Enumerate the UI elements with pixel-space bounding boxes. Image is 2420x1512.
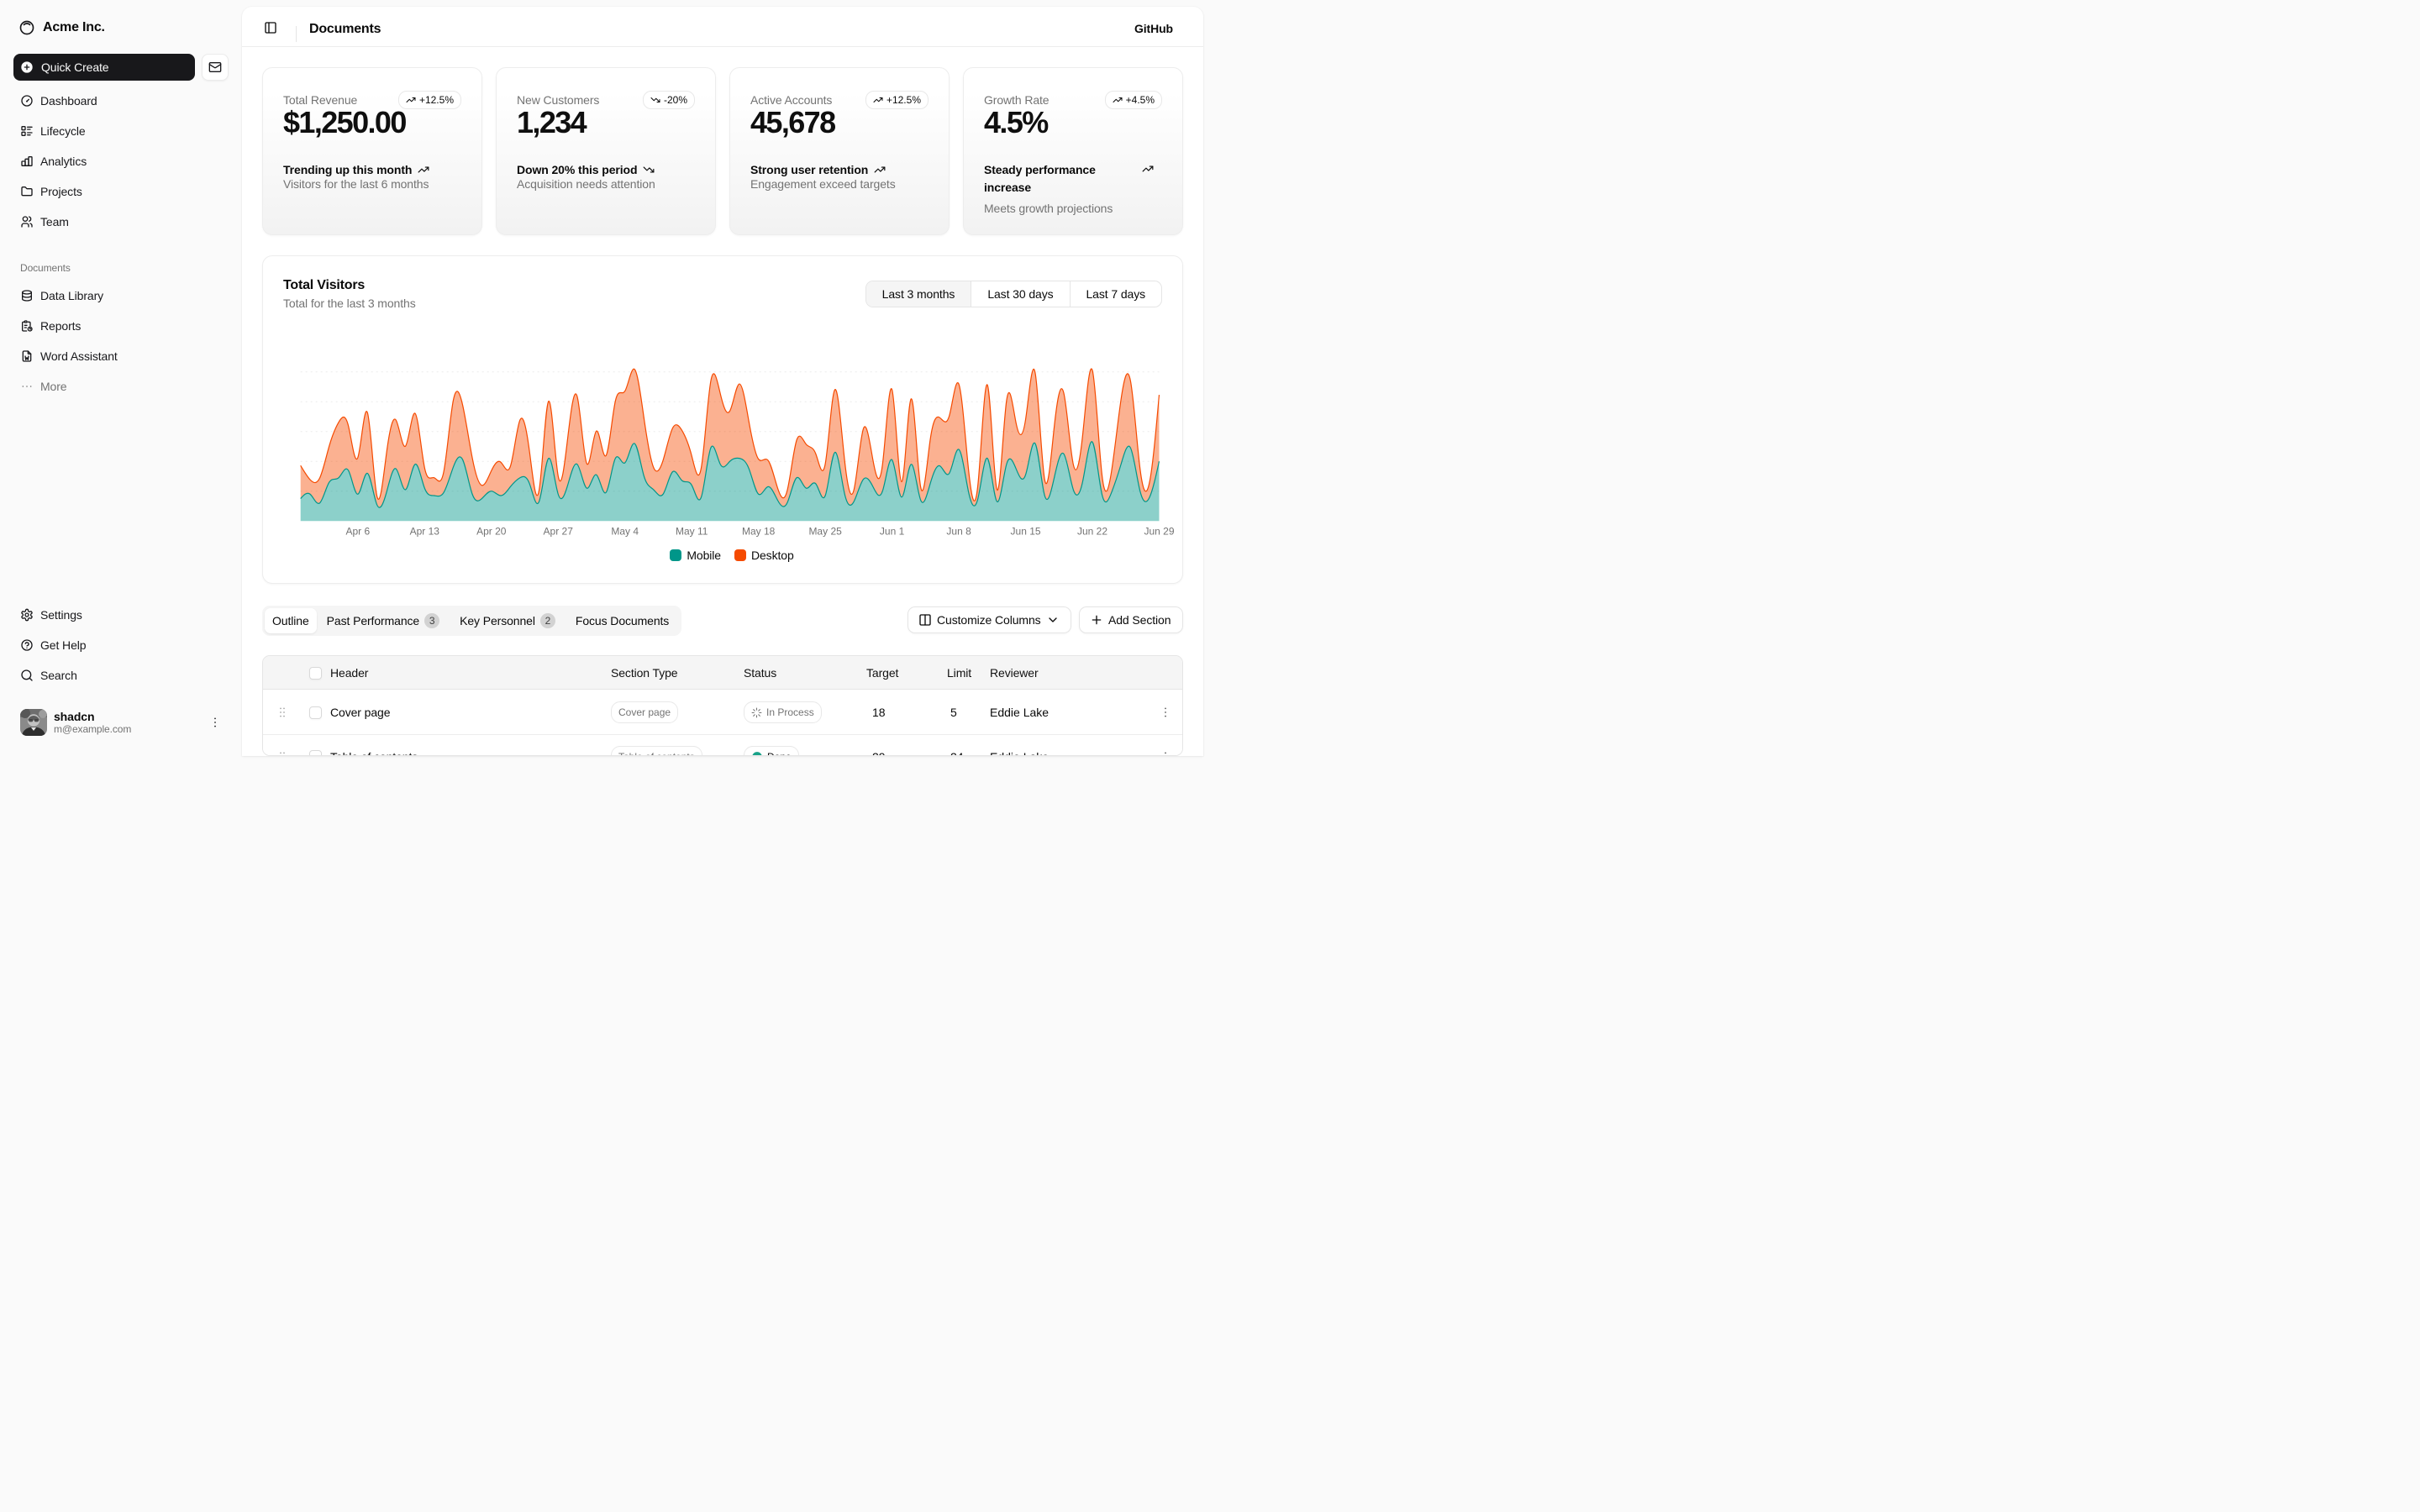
svg-text:Jun 8: Jun 8 [946,526,971,538]
svg-text:May 4: May 4 [611,526,639,538]
svg-text:Jun 22: Jun 22 [1077,526,1107,538]
svg-text:May 18: May 18 [742,526,776,538]
svg-text:May 25: May 25 [808,526,842,538]
svg-text:Apr 6: Apr 6 [345,526,370,538]
svg-text:Jun 1: Jun 1 [880,526,905,538]
svg-text:Jun 15: Jun 15 [1011,526,1041,538]
svg-text:Apr 27: Apr 27 [544,526,574,538]
svg-text:May 11: May 11 [676,526,708,538]
svg-text:Jun 29: Jun 29 [1144,526,1174,538]
svg-text:Apr 13: Apr 13 [410,526,440,538]
svg-text:Apr 20: Apr 20 [476,526,507,538]
